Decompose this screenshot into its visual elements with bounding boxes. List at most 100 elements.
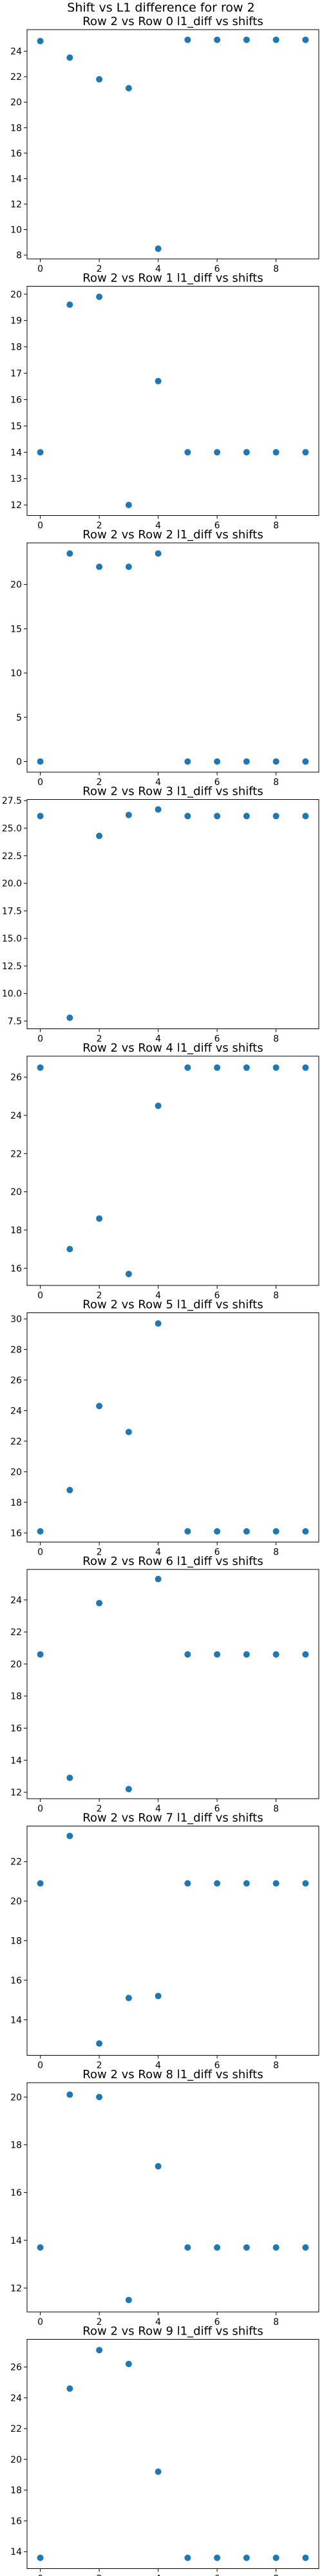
data-point xyxy=(214,758,221,765)
data-point xyxy=(96,76,103,83)
data-point xyxy=(243,1064,250,1071)
y-tick-label: 19 xyxy=(10,316,22,327)
plot-frame xyxy=(26,286,319,516)
data-point xyxy=(243,36,250,43)
y-tick-label: 25.0 xyxy=(2,824,22,834)
x-tick-label: 6 xyxy=(214,1548,220,1558)
x-tick-label: 6 xyxy=(214,777,220,788)
data-point xyxy=(302,2554,309,2561)
data-point xyxy=(37,1880,44,1887)
plot-frame xyxy=(26,542,319,773)
x-tick-label: 0 xyxy=(37,2061,43,2071)
data-point xyxy=(272,1880,279,1887)
data-point xyxy=(37,758,44,765)
subplot-title: Row 2 vs Row 0 l1_diff vs shifts xyxy=(82,15,263,28)
y-tick-label: 12 xyxy=(10,1788,22,1798)
x-tick-label: 2 xyxy=(97,1804,102,1814)
data-point xyxy=(125,84,132,91)
y-tick-label: 24 xyxy=(10,1595,22,1605)
data-point xyxy=(96,1215,103,1222)
data-point xyxy=(96,1403,103,1410)
data-point xyxy=(96,564,103,571)
data-point xyxy=(37,1651,44,1658)
x-tick-label: 0 xyxy=(37,777,43,788)
data-point xyxy=(184,1651,191,1658)
y-tick-label: 24 xyxy=(10,47,22,57)
y-tick-label: 22 xyxy=(10,1149,22,1159)
x-tick-label: 0 xyxy=(37,2574,43,2576)
x-tick-label: 6 xyxy=(214,1034,220,1045)
data-point xyxy=(66,1486,73,1493)
data-point xyxy=(37,1064,44,1071)
data-point xyxy=(272,1651,279,1658)
data-point xyxy=(125,1271,132,1278)
x-tick-label: 2 xyxy=(97,2574,102,2576)
data-point xyxy=(302,449,309,456)
y-tick-label: 14 xyxy=(10,2015,22,2025)
data-point xyxy=(37,2244,44,2251)
y-tick-label: 22 xyxy=(10,1857,22,1868)
plot-frame xyxy=(26,29,319,260)
data-point xyxy=(184,813,191,820)
plot-frame xyxy=(26,1056,319,1286)
y-tick-label: 18 xyxy=(10,343,22,353)
y-tick-label: 22 xyxy=(10,2424,22,2434)
y-tick-label: 15 xyxy=(10,624,22,634)
x-tick-label: 4 xyxy=(155,2574,161,2576)
subplot-title: Row 2 vs Row 3 l1_diff vs shifts xyxy=(82,785,263,799)
data-point xyxy=(214,2554,221,2561)
y-tick-label: 20 xyxy=(10,1897,22,1907)
y-tick-label: 18 xyxy=(10,2486,22,2496)
plot-frame xyxy=(26,2082,319,2313)
data-point xyxy=(184,758,191,765)
x-tick-label: 0 xyxy=(37,2317,43,2327)
subplot-title: Row 2 vs Row 1 l1_diff vs shifts xyxy=(82,272,263,285)
y-tick-label: 26 xyxy=(10,1073,22,1083)
x-tick-label: 6 xyxy=(214,2574,220,2576)
subplot-title: Row 2 vs Row 7 l1_diff vs shifts xyxy=(82,1812,263,1825)
y-tick-label: 20 xyxy=(10,580,22,591)
data-point xyxy=(96,2347,103,2354)
x-tick-label: 6 xyxy=(214,264,220,274)
y-tick-label: 12.5 xyxy=(2,961,22,972)
y-tick-label: 18 xyxy=(10,1692,22,1702)
x-tick-label: 4 xyxy=(155,264,161,274)
subplot-row-7: Row 2 vs Row 7 l1_diff vs shifts 0 2 4 6 8 14 1… xyxy=(10,1812,319,2071)
x-tick-label: 8 xyxy=(273,777,279,788)
data-point xyxy=(66,1832,73,1839)
x-tick-label: 2 xyxy=(97,2317,102,2327)
x-tick-label: 0 xyxy=(37,1291,43,1301)
y-tick-label: 27.5 xyxy=(2,796,22,806)
subplot-row-1: Row 2 vs Row 1 l1_diff vs shifts 0 2 4 6 8 12 1… xyxy=(10,272,319,531)
y-tick-label: 14 xyxy=(10,448,22,458)
data-point xyxy=(96,2040,103,2047)
data-point xyxy=(184,2554,191,2561)
data-point xyxy=(302,1880,309,1887)
x-tick-label: 6 xyxy=(214,1804,220,1814)
x-tick-label: 0 xyxy=(37,264,43,274)
data-point xyxy=(243,449,250,456)
y-tick-label: 20 xyxy=(10,1467,22,1477)
y-tick-label: 12 xyxy=(10,500,22,511)
data-point xyxy=(214,1880,221,1887)
y-tick-label: 16 xyxy=(10,1528,22,1539)
y-tick-label: 14 xyxy=(10,174,22,184)
data-point xyxy=(214,1651,221,1658)
data-point xyxy=(214,813,221,820)
x-tick-label: 2 xyxy=(97,1034,102,1045)
data-point xyxy=(243,2554,250,2561)
x-tick-label: 4 xyxy=(155,1034,161,1045)
data-point xyxy=(66,550,73,557)
data-point xyxy=(302,813,309,820)
data-point xyxy=(302,1651,309,1658)
y-tick-label: 18 xyxy=(10,2140,22,2150)
y-tick-label: 15 xyxy=(10,421,22,431)
data-point xyxy=(37,449,44,456)
data-point xyxy=(37,1528,44,1535)
x-tick-label: 8 xyxy=(273,1291,279,1301)
x-tick-label: 4 xyxy=(155,1291,161,1301)
y-tick-label: 16 xyxy=(10,1976,22,1986)
y-tick-label: 18 xyxy=(10,1498,22,1508)
y-tick-label: 18 xyxy=(10,123,22,133)
